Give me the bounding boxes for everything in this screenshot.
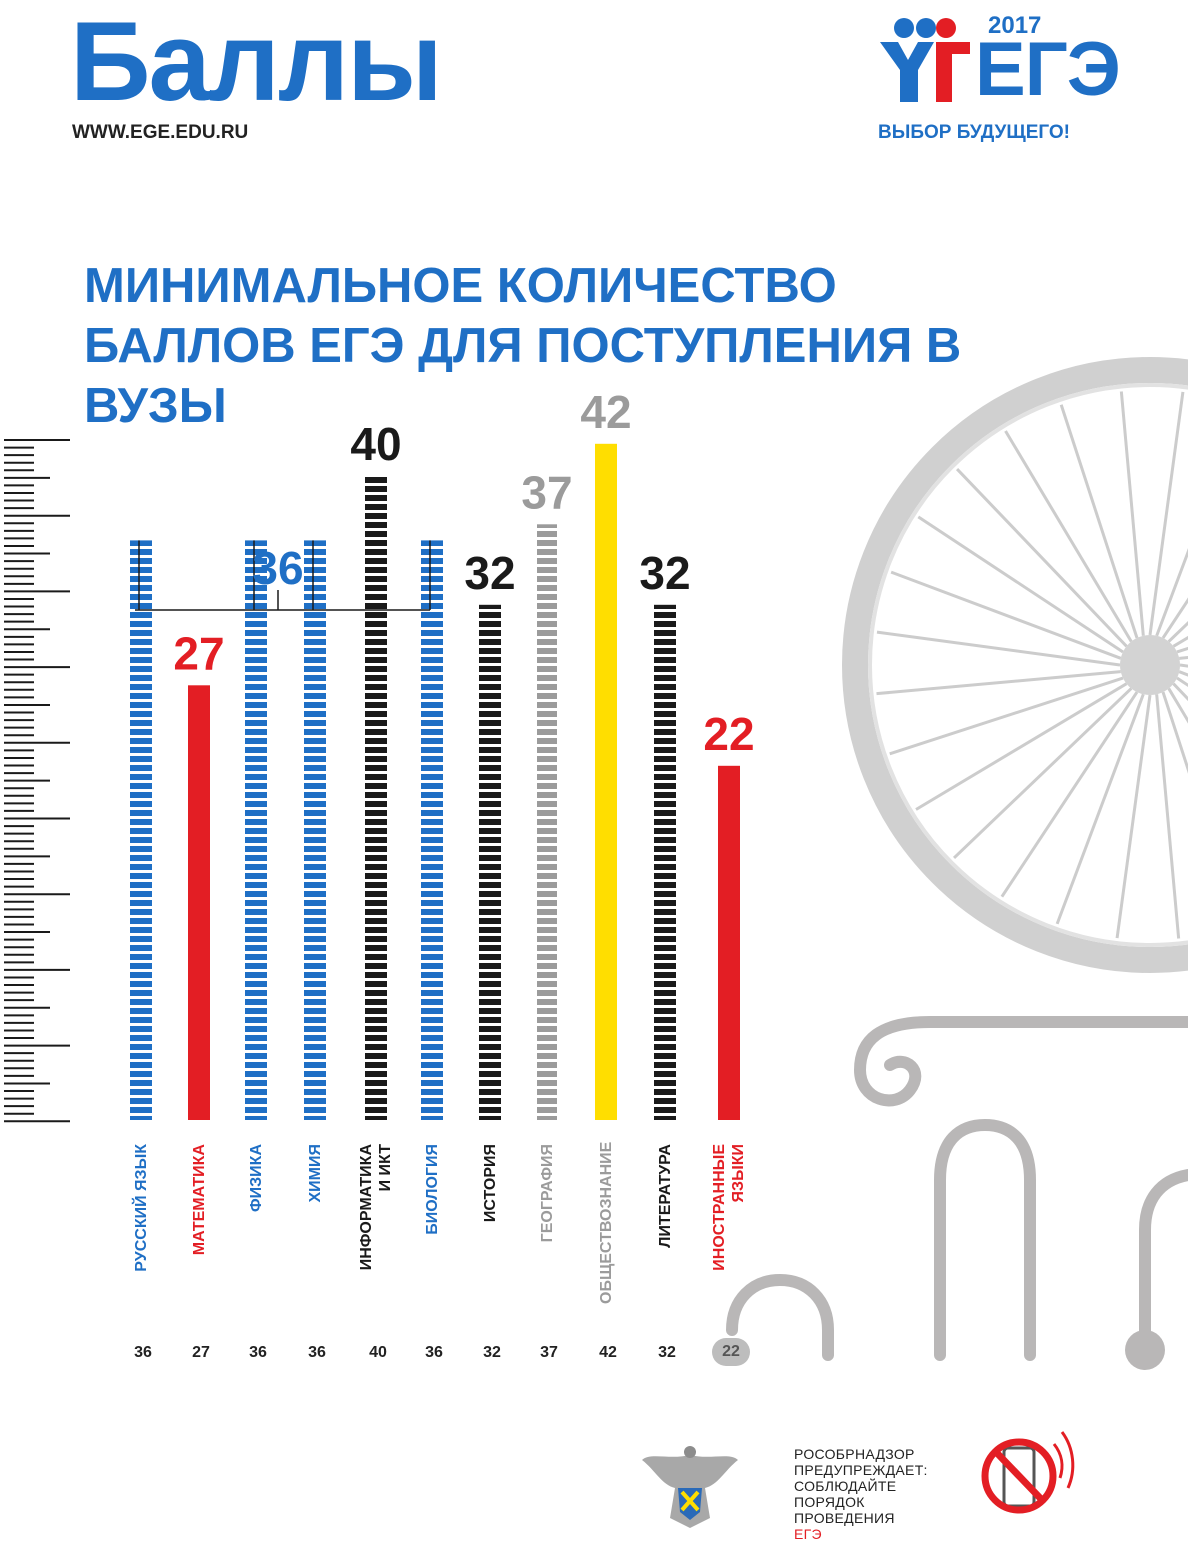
category-label: ГЕОГРАФИЯ — [538, 1144, 556, 1243]
category-label: ИНОСТРАННЫЕ ЯЗЫКИ — [711, 1144, 747, 1271]
site-url-link[interactable]: WWW.EGE.EDU.RU — [72, 122, 249, 143]
bar-1 — [188, 685, 210, 1120]
bar-9 — [654, 604, 676, 1120]
bottom-value: 40 — [369, 1344, 387, 1361]
bar-0 — [130, 540, 152, 1120]
no-phone-icon — [981, 1431, 1075, 1514]
bottom-value: 32 — [483, 1344, 501, 1361]
bar-6 — [479, 604, 501, 1120]
bottom-value: 37 — [540, 1344, 558, 1361]
category-label: ХИМИЯ — [306, 1144, 324, 1203]
category-label: ИСТОРИЯ — [481, 1144, 499, 1223]
bar-10 — [718, 765, 740, 1120]
column-capital-icon — [726, 1016, 1188, 1361]
bicycle-wheel-icon — [842, 357, 1188, 973]
bar-5 — [421, 540, 443, 1120]
footer-line-2: ПРЕДУПРЕЖДАЕТ: — [794, 1462, 928, 1478]
group-bracket — [135, 540, 431, 611]
category-label: ФИЗИКА — [247, 1144, 265, 1212]
logo-year: 2017 — [988, 12, 1042, 39]
bar-8 — [595, 443, 617, 1120]
rosobrnadzor-emblem-icon — [642, 1446, 738, 1528]
bar-value-label: 22 — [703, 708, 754, 760]
bar-4 — [365, 476, 387, 1120]
bottom-value: 36 — [249, 1344, 267, 1361]
group-value-label: 36 — [252, 542, 303, 594]
bottom-value: 22 — [712, 1338, 750, 1366]
bar-value-label: 42 — [580, 386, 631, 438]
bar-value-label: 27 — [173, 627, 224, 679]
bar-value-label: 40 — [350, 418, 401, 470]
bottom-value: 36 — [134, 1344, 152, 1361]
chart-title: МИНИМАЛЬНОЕ КОЛИЧЕСТВО БАЛЛОВ ЕГЭ ДЛЯ ПО… — [84, 259, 962, 433]
footer-line-3: СОБЛЮДАЙТЕ — [794, 1478, 897, 1494]
bottom-value: 27 — [192, 1344, 210, 1361]
bar-value-label: 32 — [464, 547, 515, 599]
bottom-value: 36 — [425, 1344, 443, 1361]
ege-logo-icon — [880, 18, 970, 102]
bar-3 — [304, 540, 326, 1120]
category-label: ИНФОРМАТИКА И ИКТ — [358, 1144, 394, 1271]
category-label: МАТЕМАТИКА — [190, 1144, 208, 1256]
bottom-value: 32 — [658, 1344, 676, 1361]
category-label: ОБЩЕСТВОЗНАНИЕ — [597, 1141, 615, 1304]
footer-line-5: ПРОВЕДЕНИЯ — [794, 1510, 895, 1526]
logo-word: ЕГЭ — [975, 27, 1121, 112]
footer-warning: РОСОБРНАДЗОР ПРЕДУПРЕЖДАЕТ: СОБЛЮДАЙТЕ П… — [794, 1446, 928, 1542]
category-label: ЛИТЕРАТУРА — [656, 1144, 674, 1248]
logo-slogan: ВЫБОР БУДУЩЕГО! — [878, 122, 1070, 143]
category-label: БИОЛОГИЯ — [423, 1144, 441, 1235]
bar-2 — [245, 540, 267, 1120]
bar-value-label: 37 — [521, 466, 572, 518]
bottom-value: 36 — [308, 1344, 326, 1361]
footer-line-1: РОСОБРНАДЗОР — [794, 1446, 915, 1462]
bottom-value: 42 — [599, 1344, 617, 1361]
ruler-scale — [4, 439, 70, 1123]
category-label: РУССКИЙ ЯЗЫК — [132, 1144, 150, 1272]
bar-value-label: 32 — [639, 547, 690, 599]
bar-7 — [537, 524, 557, 1120]
column-base-icon — [1125, 1330, 1165, 1370]
header-title: Баллы — [70, 0, 443, 124]
footer-line-4: ПОРЯДОК — [794, 1494, 865, 1510]
footer-line-6: ЕГЭ — [794, 1526, 822, 1542]
